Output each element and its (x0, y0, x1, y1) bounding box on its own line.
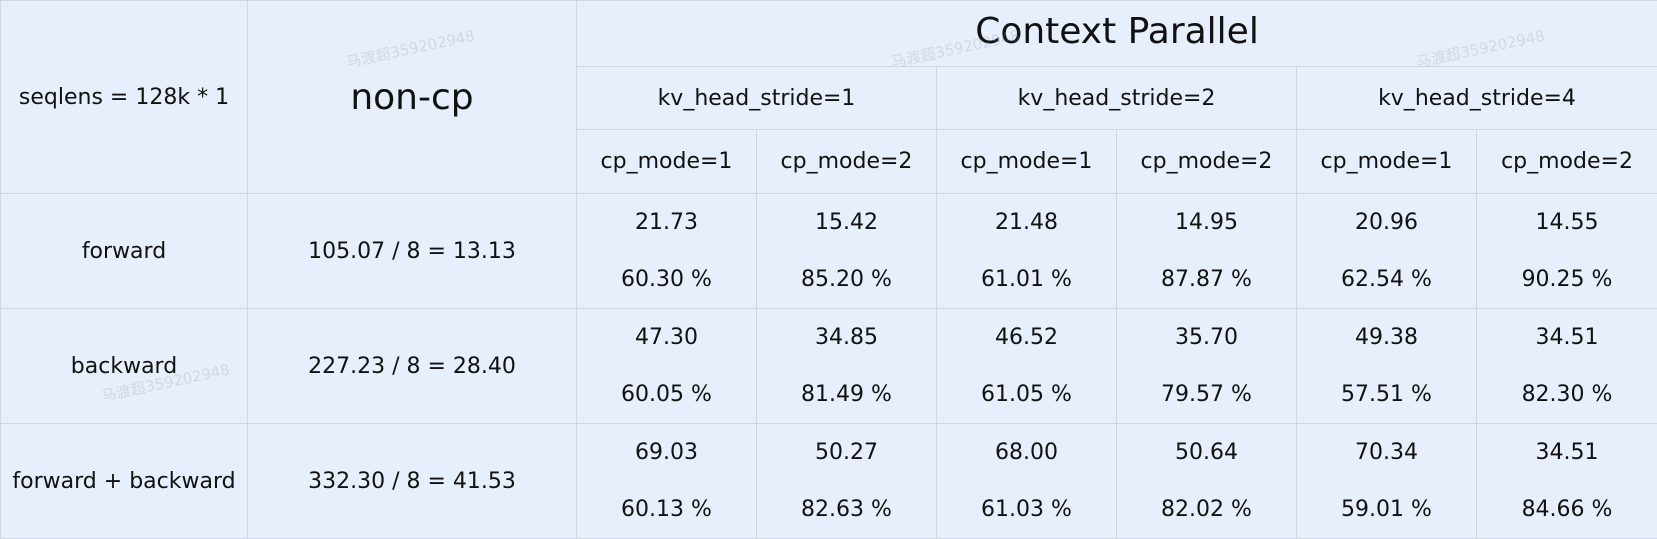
cp-cell: 20.96 62.54 % (1297, 194, 1477, 309)
cp-cell: 34.51 84.66 % (1477, 424, 1657, 539)
efficiency-value: 87.87 % (1117, 267, 1296, 292)
mode-header: cp_mode=2 (1117, 130, 1297, 194)
efficiency-value: 85.20 % (757, 267, 936, 292)
cp-cell: 70.34 59.01 % (1297, 424, 1477, 539)
efficiency-value: 79.57 % (1117, 382, 1296, 407)
cp-cell: 15.42 85.20 % (757, 194, 937, 309)
cp-cell: 34.85 81.49 % (757, 309, 937, 424)
efficiency-value: 84.66 % (1477, 497, 1657, 522)
mode-header: cp_mode=1 (937, 130, 1117, 194)
time-value: 34.51 (1477, 325, 1657, 350)
cp-cell: 50.64 82.02 % (1117, 424, 1297, 539)
mode-header: cp_mode=1 (577, 130, 757, 194)
efficiency-value: 60.13 % (577, 497, 756, 522)
time-value: 49.38 (1297, 325, 1476, 350)
time-value: 50.64 (1117, 440, 1296, 465)
cp-cell: 50.27 82.63 % (757, 424, 937, 539)
cp-cell: 21.48 61.01 % (937, 194, 1117, 309)
time-value: 47.30 (577, 325, 756, 350)
context-parallel-header: Context Parallel (577, 1, 1657, 67)
time-value: 69.03 (577, 440, 756, 465)
efficiency-value: 60.30 % (577, 267, 756, 292)
noncp-value: 105.07 / 8 = 13.13 (248, 194, 577, 309)
cp-cell: 47.30 60.05 % (577, 309, 757, 424)
time-value: 34.51 (1477, 440, 1657, 465)
efficiency-value: 61.05 % (937, 382, 1116, 407)
noncp-value: 332.30 / 8 = 41.53 (248, 424, 577, 539)
cp-cell: 35.70 79.57 % (1117, 309, 1297, 424)
noncp-header: non-cp (248, 1, 577, 194)
time-value: 68.00 (937, 440, 1116, 465)
cp-cell: 68.00 61.03 % (937, 424, 1117, 539)
time-value: 70.34 (1297, 440, 1476, 465)
mode-header: cp_mode=2 (757, 130, 937, 194)
efficiency-value: 82.30 % (1477, 382, 1657, 407)
efficiency-value: 82.63 % (757, 497, 936, 522)
efficiency-value: 62.54 % (1297, 267, 1476, 292)
row-label: backward (1, 309, 248, 424)
cp-cell: 34.51 82.30 % (1477, 309, 1657, 424)
efficiency-value: 60.05 % (577, 382, 756, 407)
stride-header: kv_head_stride=4 (1297, 67, 1657, 130)
time-value: 14.95 (1117, 210, 1296, 235)
efficiency-value: 81.49 % (757, 382, 936, 407)
cp-cell: 49.38 57.51 % (1297, 309, 1477, 424)
cp-cell: 21.73 60.30 % (577, 194, 757, 309)
cp-cell: 69.03 60.13 % (577, 424, 757, 539)
efficiency-value: 57.51 % (1297, 382, 1476, 407)
stride-header: kv_head_stride=2 (937, 67, 1297, 130)
time-value: 20.96 (1297, 210, 1476, 235)
cp-cell: 14.95 87.87 % (1117, 194, 1297, 309)
time-value: 35.70 (1117, 325, 1296, 350)
efficiency-value: 82.02 % (1117, 497, 1296, 522)
time-value: 21.73 (577, 210, 756, 235)
efficiency-value: 90.25 % (1477, 267, 1657, 292)
time-value: 21.48 (937, 210, 1116, 235)
cp-cell: 14.55 90.25 % (1477, 194, 1657, 309)
noncp-value: 227.23 / 8 = 28.40 (248, 309, 577, 424)
time-value: 15.42 (757, 210, 936, 235)
row-label: forward (1, 194, 248, 309)
time-value: 14.55 (1477, 210, 1657, 235)
stride-header: kv_head_stride=1 (577, 67, 937, 130)
row-label: forward + backward (1, 424, 248, 539)
time-value: 46.52 (937, 325, 1116, 350)
mode-header: cp_mode=1 (1297, 130, 1477, 194)
cp-cell: 46.52 61.05 % (937, 309, 1117, 424)
time-value: 34.85 (757, 325, 936, 350)
efficiency-value: 61.01 % (937, 267, 1116, 292)
mode-header: cp_mode=2 (1477, 130, 1657, 194)
efficiency-value: 59.01 % (1297, 497, 1476, 522)
corner-label: seqlens = 128k * 1 (1, 1, 248, 194)
efficiency-value: 61.03 % (937, 497, 1116, 522)
time-value: 50.27 (757, 440, 936, 465)
